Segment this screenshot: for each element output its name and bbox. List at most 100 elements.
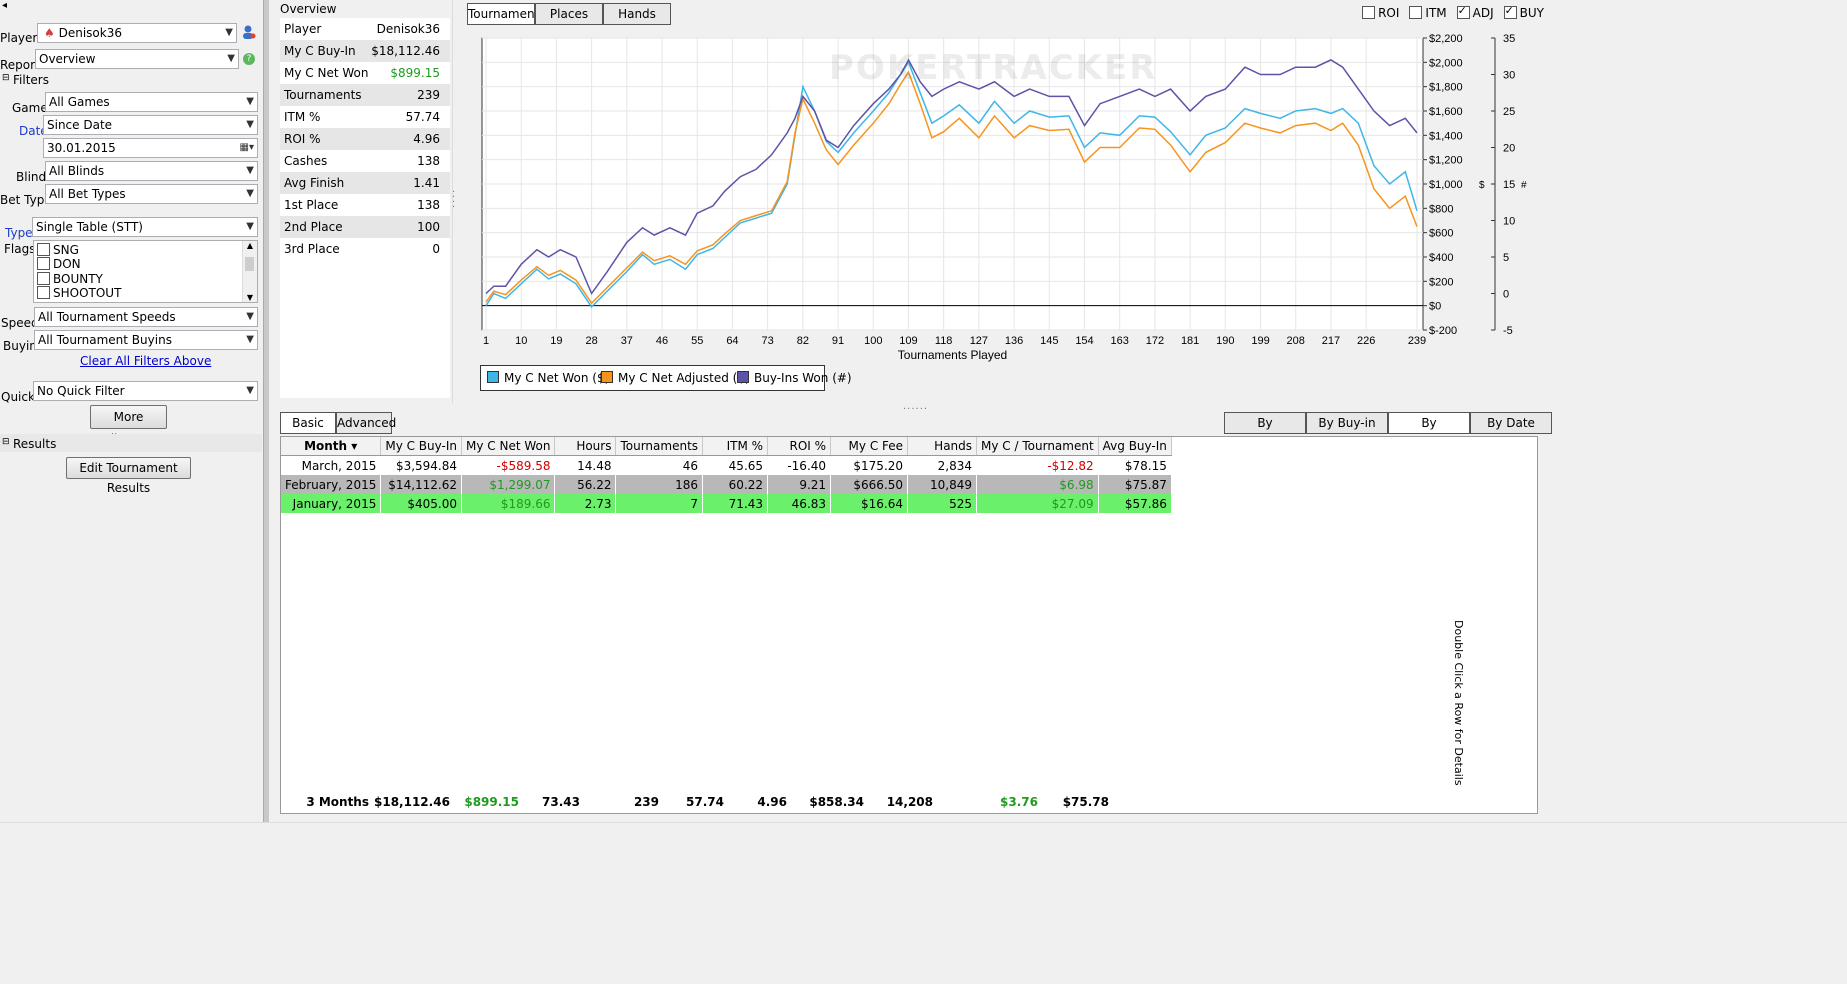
- date-input[interactable]: 30.01.2015 ▦▾: [43, 138, 258, 158]
- overview-value: 4.96: [413, 132, 440, 146]
- option-itm[interactable]: ITM: [1409, 6, 1447, 20]
- checkbox[interactable]: [37, 243, 50, 256]
- checkbox[interactable]: [37, 257, 50, 270]
- column-header[interactable]: My C Buy-In: [380, 437, 463, 456]
- tournament-chart: 1 10 19 28 37 46 55 64 73 82 91 100 109 118 127 136 145 1…: [481, 33, 1527, 362]
- flags-scrollbar[interactable]: ▲ ▼: [242, 241, 257, 302]
- option-roi[interactable]: ROI: [1362, 6, 1399, 20]
- horizontal-splitter-grip[interactable]: ......: [903, 401, 929, 412]
- table-row[interactable]: January, 2015 $405.00 $189.66 2.73 7 71.43 46.…: [281, 494, 1172, 513]
- x-axis-label: Tournaments Played: [898, 348, 1007, 362]
- column-header[interactable]: My C Fee: [830, 437, 909, 456]
- column-header[interactable]: Hours: [554, 437, 617, 456]
- user-manage-icon[interactable]: [242, 24, 256, 40]
- tab-by-buy-in[interactable]: By Buy-in: [1306, 412, 1388, 434]
- tab-by-description[interactable]: By Description: [1224, 412, 1306, 450]
- table-cell: $57.86: [1098, 494, 1172, 513]
- option-adj[interactable]: ADJ: [1456, 4, 1494, 20]
- column-header[interactable]: Avg Buy-In: [1098, 437, 1172, 456]
- checkbox[interactable]: [1362, 6, 1376, 19]
- splitter-grip-icon[interactable]: · · · ·: [452, 187, 456, 213]
- overview-row: ITM % 57.74: [280, 106, 450, 128]
- flag-item-sng[interactable]: SNG: [37, 243, 79, 257]
- column-header[interactable]: Month ▾: [281, 437, 382, 456]
- scroll-up-icon[interactable]: ▲: [246, 241, 254, 250]
- report-select[interactable]: Overview ▼: [35, 49, 239, 69]
- more-filters-button[interactable]: More Filters...: [90, 405, 167, 446]
- edit-tournament-results-button[interactable]: Edit Tournament Results: [66, 457, 191, 495]
- tab-places[interactable]: Places: [535, 3, 603, 25]
- checkbox[interactable]: [37, 272, 50, 285]
- collapse-arrow-icon[interactable]: ◂: [2, 0, 8, 11]
- clear-filters-link[interactable]: Clear All Filters Above: [80, 354, 212, 368]
- quick-filter-select[interactable]: No Quick Filter ▼: [33, 381, 258, 401]
- flag-item-don[interactable]: DON: [37, 257, 81, 271]
- player-select[interactable]: ♠ Denisok36 ▼: [37, 23, 237, 43]
- table-cell: 45.65: [702, 455, 769, 475]
- flag-item-shootout[interactable]: SHOOTOUT: [37, 286, 121, 300]
- x-tick-label: 154: [1075, 335, 1093, 347]
- checkbox[interactable]: [1503, 4, 1517, 19]
- date-select[interactable]: Since Date ▼: [43, 115, 258, 135]
- tab-tournament[interactable]: Tournament: [467, 3, 539, 25]
- results-collapse-icon[interactable]: ⊟: [2, 437, 10, 447]
- table-row[interactable]: March, 2015 $3,594.84 -$589.58 14.48 46 45.65…: [281, 455, 1172, 475]
- graph-tabs: Tournament Places Hands: [467, 3, 671, 25]
- y-right-tick-label: 25: [1503, 106, 1515, 118]
- flag-item-bounty[interactable]: BOUNTY: [37, 272, 103, 286]
- option-buy[interactable]: BUY: [1503, 4, 1544, 20]
- y-left-tick-label: $1,800: [1429, 82, 1463, 94]
- game-select[interactable]: All Games ▼: [45, 92, 258, 112]
- legend-label: My C Net Adjusted ($): [618, 371, 750, 385]
- column-header[interactable]: Tournaments: [615, 437, 704, 456]
- graph-area: 1 10 19 28 37 46 55 64 73 82 91 100 109 118 127 136 145 1…: [462, 26, 1550, 395]
- checkbox[interactable]: [1409, 6, 1423, 19]
- column-header[interactable]: ITM %: [702, 437, 769, 456]
- type-label: Type:: [5, 226, 37, 240]
- x-tick-label: 136: [1005, 335, 1023, 347]
- column-header[interactable]: My C / Tournament: [976, 437, 1099, 456]
- table-cell: 46: [615, 455, 704, 475]
- option-label: ADJ: [1472, 6, 1494, 20]
- filters-header: Filters: [13, 73, 49, 87]
- blind-select[interactable]: All Blinds ▼: [45, 161, 258, 181]
- vertical-splitter[interactable]: [263, 0, 269, 983]
- table-cell: -$12.82: [976, 455, 1099, 475]
- legend-label: My C Net Won ($): [504, 371, 610, 385]
- results-table: Month ▾ My C Buy-In My C Net Won Hours Tourn…: [281, 437, 1172, 513]
- table-cell: $175.20: [830, 455, 909, 475]
- flags-list[interactable]: SNG DON BOUNTY SHOOTOUT ▲ ▼: [33, 240, 258, 303]
- help-icon[interactable]: ?: [243, 53, 255, 65]
- table-row[interactable]: February, 2015 $14,112.62 $1,299.07 56.22 18…: [281, 475, 1172, 494]
- overview-row: 2nd Place 100: [280, 216, 450, 238]
- total-cell: 57.74: [686, 795, 724, 809]
- overview-value: 138: [417, 154, 440, 168]
- tab-by-tournament[interactable]: By Tournament: [1388, 412, 1470, 450]
- tab-by-date[interactable]: By Date: [1470, 412, 1552, 434]
- filters-collapse-icon[interactable]: ⊟: [2, 73, 10, 83]
- column-header[interactable]: ROI %: [767, 437, 832, 456]
- x-tick-label: 10: [515, 335, 527, 347]
- type-select[interactable]: Single Table (STT) ▼: [32, 217, 258, 237]
- tab-basic[interactable]: Basic: [280, 412, 336, 434]
- chevron-down-icon: ▼: [246, 96, 254, 107]
- overview-row: Avg Finish 1.41: [280, 172, 450, 194]
- bettype-select[interactable]: All Bet Types ▼: [45, 184, 258, 204]
- speed-select[interactable]: All Tournament Speeds ▼: [34, 307, 258, 327]
- buyin-select[interactable]: All Tournament Buyins ▼: [34, 330, 258, 350]
- x-tick-label: 55: [691, 335, 703, 347]
- checkbox[interactable]: [1456, 4, 1470, 19]
- total-cell: $18,112.46: [374, 795, 450, 809]
- scroll-down-icon[interactable]: ▼: [246, 293, 254, 302]
- column-header[interactable]: My C Net Won: [461, 437, 556, 456]
- overview-key: 1st Place: [284, 198, 339, 212]
- checkbox[interactable]: [37, 286, 50, 299]
- column-header[interactable]: Hands: [907, 437, 978, 456]
- table-cell: 525: [907, 494, 978, 513]
- tab-advanced[interactable]: Advanced: [336, 412, 396, 434]
- calendar-icon[interactable]: ▦▾: [239, 142, 254, 153]
- scroll-thumb[interactable]: [245, 257, 254, 271]
- tab-hands[interactable]: Hands: [603, 3, 671, 25]
- results-tabs-left: Basic Advanced: [280, 412, 396, 434]
- total-cell: 73.43: [542, 795, 580, 809]
